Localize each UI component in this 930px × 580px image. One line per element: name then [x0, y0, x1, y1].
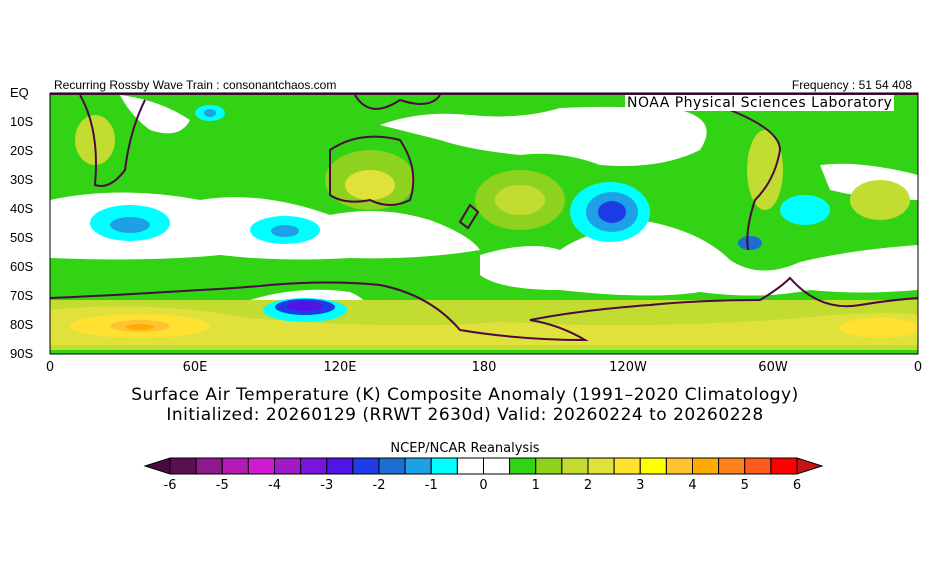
lon-label: 0	[45, 360, 55, 375]
colorbar-swatch	[535, 457, 563, 475]
lat-label: 50S	[10, 230, 34, 245]
colorbar-swatch	[195, 457, 223, 475]
colorbar-swatch	[770, 457, 798, 475]
colorbar-swatch	[639, 457, 667, 475]
lon-label: 180	[471, 360, 497, 375]
colorbar-tick-label: -2	[372, 478, 386, 493]
colorbar-swatch	[326, 457, 354, 475]
colorbar-tick-label: 2	[583, 478, 593, 493]
colorbar-swatch	[483, 457, 511, 475]
lat-label: 40S	[10, 201, 34, 216]
colorbar-swatch	[718, 457, 746, 475]
lon-label: 60W	[758, 360, 788, 375]
title-line-2: Initialized: 20260129 (RRWT 2630d) Valid…	[166, 405, 764, 425]
colorbar-tick-label: 3	[636, 478, 645, 493]
lat-label: 70S	[10, 288, 34, 303]
colorbar-tick-label: 5	[740, 478, 749, 493]
credit-label: NOAA Physical Sciences Laboratory	[625, 95, 895, 111]
colorbar-tick-label: -1	[424, 478, 438, 493]
colorbar-swatch	[300, 457, 328, 475]
colorbar-swatch	[692, 457, 720, 475]
colorbar-tick-label: 4	[688, 478, 697, 493]
colorbar-swatch	[169, 457, 197, 475]
title-line-1: Surface Air Temperature (K) Composite An…	[131, 385, 799, 405]
colorbar-tick-label: 6	[792, 478, 802, 493]
frequency-label: Frequency : 51 54 408	[791, 78, 912, 92]
lat-label: 60S	[10, 259, 34, 274]
colorbar-swatch	[404, 457, 432, 475]
map-frame	[49, 92, 919, 355]
lon-label: 60E	[182, 360, 208, 375]
colorbar-tick-label: -6	[163, 478, 177, 493]
colorbar-swatch	[613, 457, 641, 475]
colorbar-swatch	[352, 457, 380, 475]
lat-label: 10S	[10, 114, 34, 129]
colorbar-swatch	[247, 457, 275, 475]
lat-label: 80S	[10, 317, 34, 332]
colorbar-tick-label: -5	[215, 478, 229, 493]
coastlines	[50, 94, 918, 342]
colorbar-swatch	[587, 457, 615, 475]
colorbar-swatch	[430, 457, 458, 475]
colorbar-swatch	[509, 457, 537, 475]
lon-label: 120W	[609, 360, 647, 375]
colorbar-swatch	[561, 457, 589, 475]
colorbar-title: NCEP/NCAR Reanalysis	[390, 441, 540, 456]
lon-label: 120E	[323, 360, 357, 375]
lat-label: 90S	[10, 346, 34, 361]
colorbar-swatch	[665, 457, 693, 475]
colorbar-low-arrow	[143, 457, 171, 475]
lat-label: 20S	[10, 143, 34, 158]
colorbar	[143, 457, 824, 475]
colorbar-swatch	[744, 457, 772, 475]
colorbar-swatch	[221, 457, 249, 475]
colorbar-swatch	[378, 457, 406, 475]
lat-label: EQ	[10, 85, 29, 100]
lon-label: 0	[913, 360, 923, 375]
colorbar-tick-label: 1	[531, 478, 540, 493]
source-label: Recurring Rossby Wave Train : consonantc…	[54, 78, 337, 92]
colorbar-swatch	[456, 457, 484, 475]
lat-label: 30S	[10, 172, 34, 187]
colorbar-high-arrow	[796, 457, 824, 475]
colorbar-tick-label: 0	[479, 478, 488, 493]
colorbar-swatch	[274, 457, 302, 475]
warm-anomaly-regions	[50, 115, 918, 350]
colorbar-tick-label: -3	[320, 478, 334, 493]
colorbar-tick-label: -4	[268, 478, 281, 493]
